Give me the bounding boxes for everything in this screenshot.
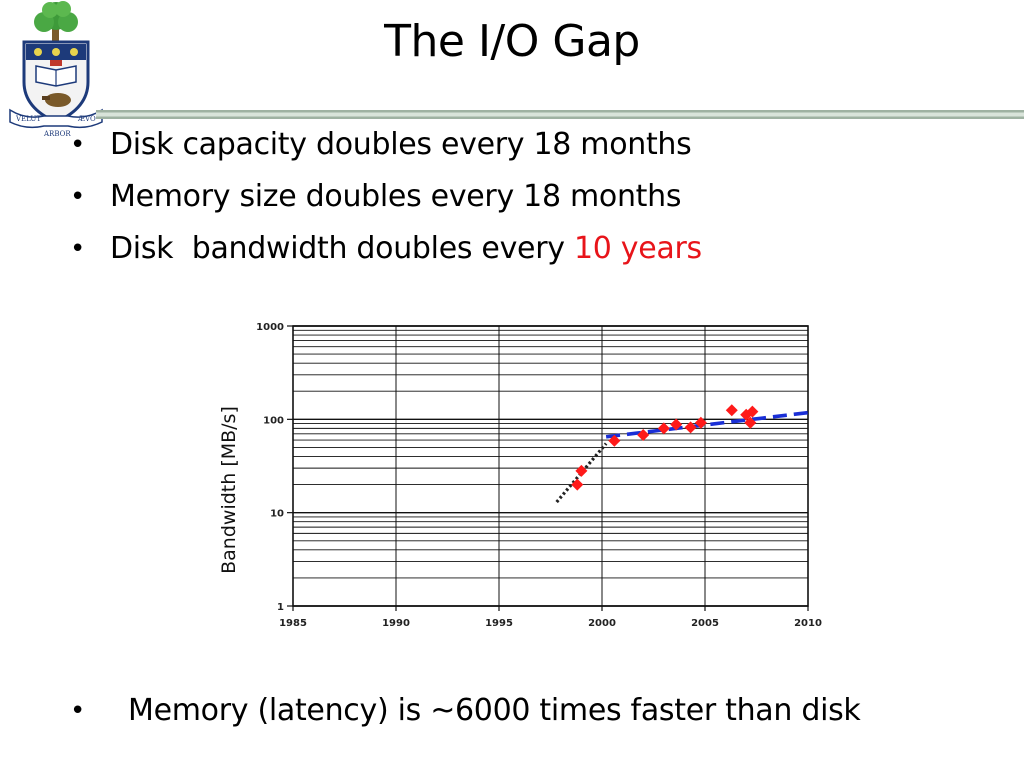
crest-motto-center: ARBOR [43, 130, 71, 138]
bullet-item: • Disk bandwidth doubles every 10 years [70, 223, 702, 275]
y-tick-label: 100 [263, 415, 284, 426]
slide-title: The I/O Gap [384, 16, 640, 67]
y-axis-label: Bandwidth [MB/s] [218, 406, 240, 574]
data-point-diamond [575, 464, 588, 477]
bullet-highlight: 10 years [573, 231, 702, 266]
title-underline-rule [96, 110, 1024, 119]
bullet-item: • Disk capacity doubles every 18 months [70, 119, 702, 171]
chart-axes: 1 10 100 1000 1985 1990 1995 2000 2005 2010 [256, 322, 822, 629]
x-tick-label: 1995 [485, 618, 513, 629]
bullet-text: Disk bandwidth doubles every [110, 231, 574, 266]
data-point-diamond [637, 428, 650, 441]
data-point-diamond [571, 478, 584, 491]
bullet-dot: • [70, 696, 86, 726]
data-point-diamond [694, 416, 707, 429]
trend-line-dashed [605, 410, 809, 439]
data-point-diamond [684, 421, 697, 434]
y-tick-label: 10 [270, 509, 284, 520]
x-tick-label: 1990 [382, 618, 410, 629]
bullet-dot: • [70, 182, 86, 212]
bullet-dot: • [70, 234, 86, 264]
bullet-item: • Memory (latency) is ~6000 times faster … [70, 685, 861, 737]
x-tick-label: 2000 [588, 618, 616, 629]
y-tick-label: 1000 [256, 322, 284, 333]
chart-grid [292, 325, 809, 607]
data-point-diamond [744, 416, 757, 429]
university-crest-logo: VELUT ARBOR ÆVO [9, 1, 103, 138]
x-tick-label: 2005 [691, 618, 719, 629]
crest-motto-right: ÆVO [77, 115, 96, 123]
chart-series [555, 404, 809, 504]
x-tick-label: 1985 [279, 618, 307, 629]
bullet-dot: • [70, 130, 86, 160]
crest-motto-left: VELUT [15, 115, 41, 123]
bullet-list-bottom: • Memory (latency) is ~6000 times faster … [70, 685, 861, 737]
data-point-diamond [746, 405, 759, 418]
bullet-text: Memory (latency) is ~6000 times faster t… [128, 693, 861, 728]
bandwidth-chart: 1 10 100 1000 1985 1990 1995 2000 2005 2010 Bandw… [218, 322, 822, 629]
data-point-diamond [657, 422, 670, 435]
plot-frame [292, 325, 809, 607]
bullet-item: • Memory size doubles every 18 months [70, 171, 702, 223]
y-tick-label: 1 [277, 602, 284, 613]
bullet-list: • Disk capacity doubles every 18 months •… [70, 119, 702, 275]
x-tick-label: 2010 [794, 618, 822, 629]
bullet-text: Memory size doubles every 18 months [110, 179, 682, 214]
data-point-diamond [608, 434, 621, 447]
bullet-text: Disk capacity doubles every 18 months [110, 127, 692, 162]
data-point-diamond [725, 404, 738, 417]
data-point-diamond [670, 418, 683, 431]
